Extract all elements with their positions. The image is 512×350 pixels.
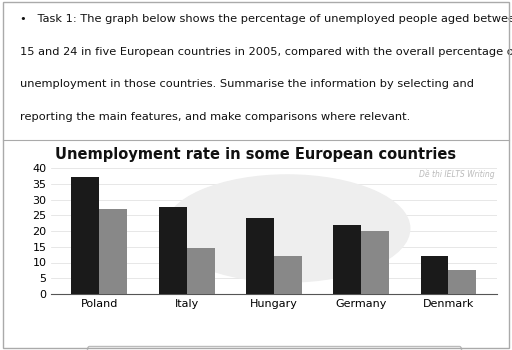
Bar xyxy=(72,177,99,294)
Bar xyxy=(274,256,302,294)
Bar xyxy=(420,256,449,294)
Bar xyxy=(187,248,215,294)
Text: •   Task 1: The graph below shows the percentage of unemployed people aged betwe: • Task 1: The graph below shows the perc… xyxy=(20,14,512,25)
Text: reporting the main features, and make comparisons where relevant.: reporting the main features, and make co… xyxy=(20,112,411,121)
Text: 15 and 24 in five European countries in 2005, compared with the overall percenta: 15 and 24 in five European countries in … xyxy=(20,47,512,57)
Legend: unemployed people (15-24 years old), overall unemployment: unemployed people (15-24 years old), ove… xyxy=(87,346,461,350)
Bar xyxy=(99,209,127,294)
Bar xyxy=(246,218,274,294)
Bar xyxy=(159,207,187,294)
Bar xyxy=(449,270,476,294)
Ellipse shape xyxy=(165,175,410,282)
Text: Dề thi IELTS Writing: Dề thi IELTS Writing xyxy=(419,169,495,179)
Text: unemployment in those countries. Summarise the information by selecting and: unemployment in those countries. Summari… xyxy=(20,79,474,89)
Bar xyxy=(361,231,389,294)
Bar xyxy=(333,225,361,294)
Text: Unemployment rate in some European countries: Unemployment rate in some European count… xyxy=(55,147,457,161)
